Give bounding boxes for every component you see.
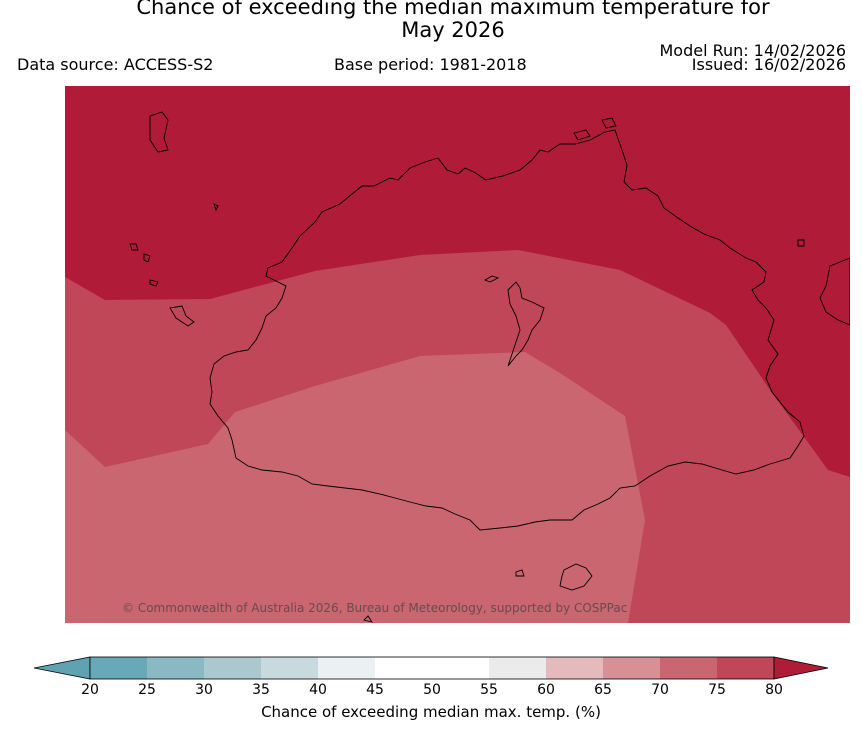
- islet-west-1: [169, 305, 195, 327]
- colorbar-tick-label: 25: [138, 682, 156, 698]
- islet-south-3: [363, 615, 374, 623]
- colorbar-under-triangle: [34, 656, 91, 680]
- chart-title: Chance of exceeding the median maximum t…: [0, 0, 862, 42]
- colorbar-tick-label: 75: [708, 682, 726, 698]
- viti-levu-island: [209, 129, 805, 531]
- islet-north-1: [149, 111, 169, 153]
- zone-65-70: [65, 352, 645, 623]
- islet-east-2: [797, 239, 805, 247]
- colorbar-cell: [432, 657, 489, 679]
- colorbar-tick-label: 35: [252, 682, 270, 698]
- data-source-label: Data source: ACCESS-S2: [17, 55, 214, 74]
- colorbar-tick-label: 50: [423, 682, 441, 698]
- colorbar-cell: [603, 657, 660, 679]
- islet-west-4: [149, 279, 159, 287]
- colorbar-over-triangle: [773, 656, 829, 680]
- islet-south-2: [559, 563, 593, 591]
- islet-north-2: [573, 129, 591, 141]
- colorbar-cell: [489, 657, 546, 679]
- colorbar-cells: [89, 656, 775, 680]
- colorbar-tick-label: 40: [309, 682, 327, 698]
- title-line-1: Chance of exceeding the median maximum t…: [136, 0, 770, 19]
- colorbar-tick-label: 80: [765, 682, 783, 698]
- colorbar-tick-label: 55: [480, 682, 498, 698]
- colorbar: [34, 656, 829, 680]
- colorbar-ticks: 20 25 30 35 40 45 50 55 60 65 70 75 80: [0, 682, 862, 700]
- colorbar-cell: [660, 657, 717, 679]
- islet-ne: [601, 117, 617, 129]
- colorbar-cell: [717, 657, 774, 679]
- islet-west-2: [129, 243, 139, 251]
- islet-south-1: [515, 569, 525, 577]
- colorbar-tick-label: 60: [537, 682, 555, 698]
- ovalau-island: [507, 281, 545, 367]
- colorbar-tick-label: 70: [651, 682, 669, 698]
- colorbar-cell: [147, 657, 204, 679]
- islet-west-3: [143, 253, 151, 263]
- colorbar-tick-label: 45: [366, 682, 384, 698]
- copyright-notice: © Commonwealth of Australia 2026, Bureau…: [122, 601, 628, 615]
- islet-north-3: [213, 203, 219, 212]
- colorbar-cell: [546, 657, 603, 679]
- colorbar-tick-label: 65: [594, 682, 612, 698]
- islet-east: [819, 257, 850, 326]
- map-canvas: [65, 86, 850, 623]
- colorbar-cell: [261, 657, 318, 679]
- colorbar-cell: [90, 657, 147, 679]
- colorbar-cell: [375, 657, 432, 679]
- islet-center: [483, 275, 500, 283]
- colorbar-tick-label: 30: [195, 682, 213, 698]
- issued-label: Issued: 16/02/2026: [691, 55, 846, 74]
- model-run-label: Model Run: 14/02/2026: [659, 41, 847, 60]
- coastlines: [129, 111, 850, 623]
- colorbar-cell: [318, 657, 375, 679]
- base-period-label: Base period: 1981-2018: [334, 55, 527, 74]
- forecast-map: [65, 86, 850, 623]
- colorbar-label: Chance of exceeding median max. temp. (%…: [261, 703, 601, 721]
- colorbar-tick-label: 20: [81, 682, 99, 698]
- title-line-2: May 2026: [401, 18, 505, 42]
- colorbar-cell: [204, 657, 261, 679]
